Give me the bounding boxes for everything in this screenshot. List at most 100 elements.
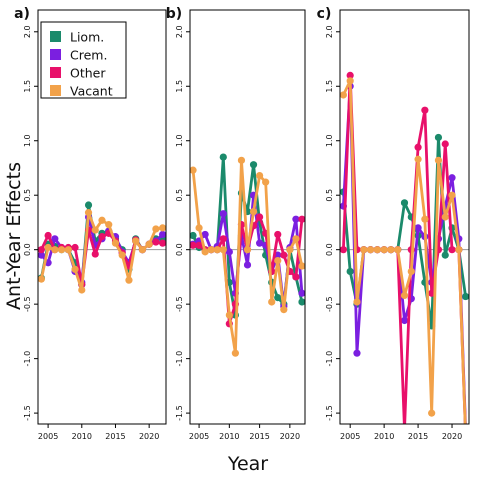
data-point-vacant [51, 246, 59, 254]
y-tick-label: 1.5 [175, 80, 184, 93]
data-point-crem [201, 230, 209, 239]
data-point-vacant [159, 224, 166, 232]
legend-swatch-vacant [50, 85, 61, 96]
data-point-other [298, 215, 305, 223]
data-point-other [448, 246, 456, 254]
data-point-vacant [400, 291, 409, 300]
data-point-other [292, 273, 300, 281]
data-point-liom [219, 153, 227, 161]
data-point-vacant [286, 246, 294, 254]
x-tick-label: 2005 [189, 432, 209, 441]
data-point-vacant [414, 155, 422, 163]
data-point-other [190, 241, 197, 249]
data-point-vacant [64, 246, 72, 254]
data-point-vacant [138, 246, 147, 254]
data-point-liom [441, 251, 449, 259]
data-point-vacant [145, 240, 153, 248]
x-tick-label: 2005 [340, 432, 360, 441]
plot-frame [189, 9, 306, 425]
data-point-vacant [98, 216, 106, 224]
data-point-crem [225, 248, 233, 256]
y-tick-label: -0.5 [175, 296, 184, 312]
data-point-other [414, 143, 422, 151]
y-tick-label: 1.5 [23, 80, 32, 93]
legend-swatch-other [50, 67, 61, 78]
data-point-crem [159, 230, 166, 239]
data-point-other [195, 241, 203, 249]
data-point-vacant [84, 209, 93, 217]
data-point-vacant [274, 256, 282, 265]
x-axis-label: Year [227, 453, 268, 475]
data-point-vacant [152, 225, 160, 233]
y-tick-label: -1.0 [175, 351, 184, 367]
data-point-other [346, 71, 354, 79]
panels: -1.5 -1.0 -0.5 0.0 0.5 1.0 1.5 2.0 2005 2010 2015 2… [14, 6, 470, 441]
x-tick-label: 2020 [280, 432, 300, 441]
data-point-vacant [249, 207, 258, 216]
data-point-other [256, 213, 264, 221]
legend-swatch-crem [50, 49, 61, 60]
data-point-vacant [340, 91, 347, 99]
y-tick-label: 2.0 [175, 25, 184, 38]
data-point-vacant [195, 224, 203, 232]
data-point-crem [448, 174, 456, 182]
data-point-other [91, 250, 99, 258]
data-point-vacant [225, 311, 233, 319]
data-point-crem [400, 316, 409, 325]
data-point-crem [292, 215, 300, 223]
data-point-vacant [441, 213, 449, 221]
data-point-other [441, 140, 449, 148]
data-point-vacant [455, 246, 463, 254]
y-tick-label: -0.5 [23, 296, 32, 312]
y-tick-label: 2.0 [325, 25, 334, 38]
data-point-other [152, 238, 160, 246]
data-point-vacant [78, 286, 86, 294]
y-tick-label: 0.5 [325, 189, 334, 202]
x-tick-label: 2010 [72, 432, 92, 441]
data-point-crem [51, 235, 59, 243]
data-point-other [98, 233, 106, 241]
data-point-other [44, 231, 52, 240]
legend-label-liom: Liom. [70, 30, 104, 45]
data-point-vacant [213, 246, 221, 254]
panel-label: b) [166, 6, 182, 22]
x-tick-label: 2010 [219, 432, 239, 441]
y-axis-label: Ant-Year Effects [3, 162, 25, 310]
x-tick-label: 2005 [38, 432, 58, 441]
data-point-liom [346, 267, 354, 276]
data-point-crem [219, 210, 227, 218]
y-tick-label: -1.5 [23, 405, 32, 421]
data-point-vacant [237, 156, 246, 164]
x-tick-label: 2015 [408, 432, 428, 441]
y-tick-label: 1.5 [325, 80, 334, 93]
y-tick-label: 1.0 [325, 134, 334, 147]
data-point-vacant [57, 246, 66, 254]
data-point-crem [462, 426, 469, 433]
data-point-liom [434, 133, 443, 142]
y-tick-label: -1.5 [325, 405, 334, 421]
data-point-liom [84, 201, 93, 209]
x-tick-label: 2010 [374, 432, 394, 441]
data-point-vacant [243, 246, 252, 254]
y-tick-label: -1.0 [23, 351, 32, 367]
y-tick-label: 1.0 [23, 134, 32, 147]
data-point-vacant [346, 77, 354, 85]
legend-label-vacant: Vacant [70, 84, 113, 99]
data-point-vacant [132, 237, 140, 245]
data-point-liom [400, 199, 409, 207]
data-point-vacant [448, 191, 456, 199]
x-tick-label: 2015 [105, 432, 125, 441]
data-point-vacant [366, 246, 375, 254]
data-point-vacant [118, 251, 126, 259]
panel-a: -1.5 -1.0 -0.5 0.0 0.5 1.0 1.5 2.0 2005 2010 2015 2… [14, 6, 167, 441]
series-group [190, 153, 305, 357]
data-point-vacant [201, 248, 209, 256]
data-point-vacant [428, 409, 436, 417]
series-group [340, 71, 469, 433]
data-point-crem [243, 261, 252, 269]
data-point-liom [462, 292, 469, 301]
data-point-vacant [268, 298, 276, 306]
data-point-other [71, 243, 79, 252]
x-tick-label: 2020 [139, 432, 159, 441]
